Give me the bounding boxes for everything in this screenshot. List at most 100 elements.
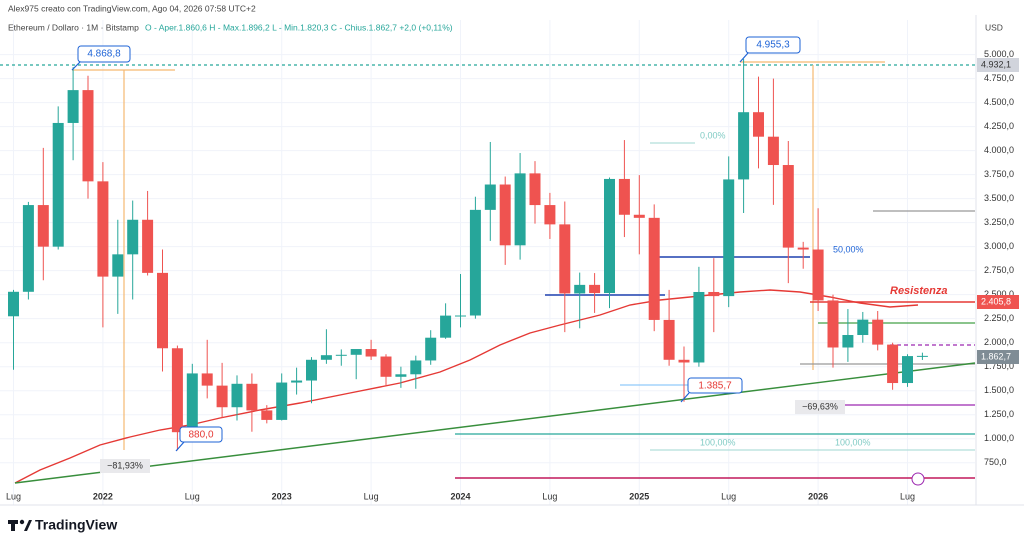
candle-body — [723, 179, 735, 297]
candle-body — [22, 205, 34, 292]
y-tick-label: 3.250,0 — [984, 217, 1014, 227]
candle-body — [410, 360, 422, 375]
candle-body — [186, 373, 198, 433]
candle-body — [142, 219, 154, 273]
candle-body — [559, 224, 571, 294]
candle-body — [812, 249, 824, 301]
callout-pointer — [680, 392, 690, 403]
candle-body — [529, 173, 541, 206]
candle-body — [574, 284, 586, 294]
candle-body — [127, 219, 139, 255]
candle-body — [887, 344, 899, 384]
logo-part — [24, 520, 32, 531]
y-tick-label: 3.000,0 — [984, 241, 1014, 251]
logo-part — [19, 519, 25, 525]
candle-body — [455, 315, 466, 317]
candle-body — [902, 356, 913, 384]
callout-box — [745, 36, 801, 54]
candles — [8, 58, 928, 451]
y-tick-label: 4.500,0 — [984, 97, 1014, 107]
x-tick-label: Lug — [900, 491, 915, 501]
candle-body — [320, 355, 332, 360]
y-tick-label: 4.000,0 — [984, 145, 1014, 155]
fib-label: 100,00% — [835, 437, 871, 447]
candle-body — [37, 205, 49, 247]
candle-body — [171, 348, 183, 433]
x-tick-label: Lug — [6, 491, 21, 501]
y-tick-label: 1.750,0 — [984, 361, 1014, 371]
candle-body — [499, 184, 511, 246]
drawings — [0, 61, 976, 486]
y-tick-label: 2.500,0 — [984, 289, 1014, 299]
brand: TradingView — [35, 517, 117, 533]
measure-box — [795, 400, 845, 414]
x-tick-label: 2023 — [272, 491, 292, 501]
candle-body — [335, 354, 347, 356]
y-tick-label: 4.250,0 — [984, 121, 1014, 131]
x-tick-label: 2022 — [93, 491, 113, 501]
candle-body — [276, 382, 288, 420]
candle-body — [201, 373, 213, 386]
candle-body — [306, 359, 317, 381]
candle-body — [8, 291, 19, 317]
candle-body — [440, 315, 452, 338]
candle-body — [52, 122, 64, 247]
candle-body — [693, 291, 705, 363]
fib-label: 50,00% — [833, 244, 864, 254]
candle-body — [231, 383, 243, 408]
y-tick-label: 750,0 — [984, 457, 1007, 467]
credit: Alex975 creato con TradingView.com, Ago … — [8, 3, 256, 13]
callout-pointer — [175, 441, 185, 452]
candle-body — [291, 380, 303, 383]
x-tick-label: 2026 — [808, 491, 828, 501]
candle-body — [380, 356, 392, 377]
callout-box — [687, 377, 743, 394]
candle-body — [395, 374, 407, 377]
y-tick-label: 1.250,0 — [984, 409, 1014, 419]
y-tick-label: 1.500,0 — [984, 385, 1014, 395]
candle-body — [604, 178, 615, 294]
price-label-bg — [977, 350, 1019, 364]
candle-body — [648, 217, 660, 320]
price-label: 1.862,7 — [981, 351, 1011, 361]
x-tick-label: Lug — [542, 491, 557, 501]
logo-part — [11, 520, 15, 531]
y-tick-label: 3.750,0 — [984, 169, 1014, 179]
y-tick-label: 3.500,0 — [984, 193, 1014, 203]
brand-logo — [8, 519, 32, 531]
callout-box — [77, 45, 131, 63]
callout-text: 4.955,3 — [756, 40, 790, 51]
candle-body — [425, 337, 437, 361]
y-tick-label: 5.000,0 — [984, 49, 1014, 59]
price-label-bg — [977, 58, 1019, 72]
currency: USD — [985, 22, 1003, 32]
price-label: 2.405,8 — [981, 296, 1011, 306]
candle-body — [916, 355, 928, 357]
candle-body — [738, 112, 750, 180]
y-tick-label: 2.250,0 — [984, 313, 1014, 323]
event-icon — [911, 472, 925, 486]
candle-body — [469, 209, 481, 316]
candle-body — [767, 136, 779, 166]
candle-body — [618, 178, 630, 215]
candle-body — [157, 272, 168, 349]
candle-body — [97, 181, 109, 277]
x-tick-label: 2024 — [450, 491, 470, 501]
fib-label: 100,00% — [700, 437, 736, 447]
fib-label: 0,00% — [700, 130, 726, 140]
candle-body — [82, 90, 94, 182]
symbol: Ethereum / Dollaro · 1M · Bitstamp — [8, 22, 139, 32]
price-label-bg — [977, 295, 1019, 309]
callout-text: 1.385,7 — [698, 381, 732, 392]
candle-body — [514, 173, 526, 246]
candle-body — [589, 284, 601, 294]
candle-body — [365, 349, 377, 357]
moving-average — [14, 289, 919, 484]
measure-text: −69,63% — [802, 401, 838, 411]
y-tick-label: 2.000,0 — [984, 337, 1014, 347]
candle-body — [708, 291, 720, 297]
candle-body — [753, 112, 764, 137]
candle-body — [633, 214, 645, 218]
